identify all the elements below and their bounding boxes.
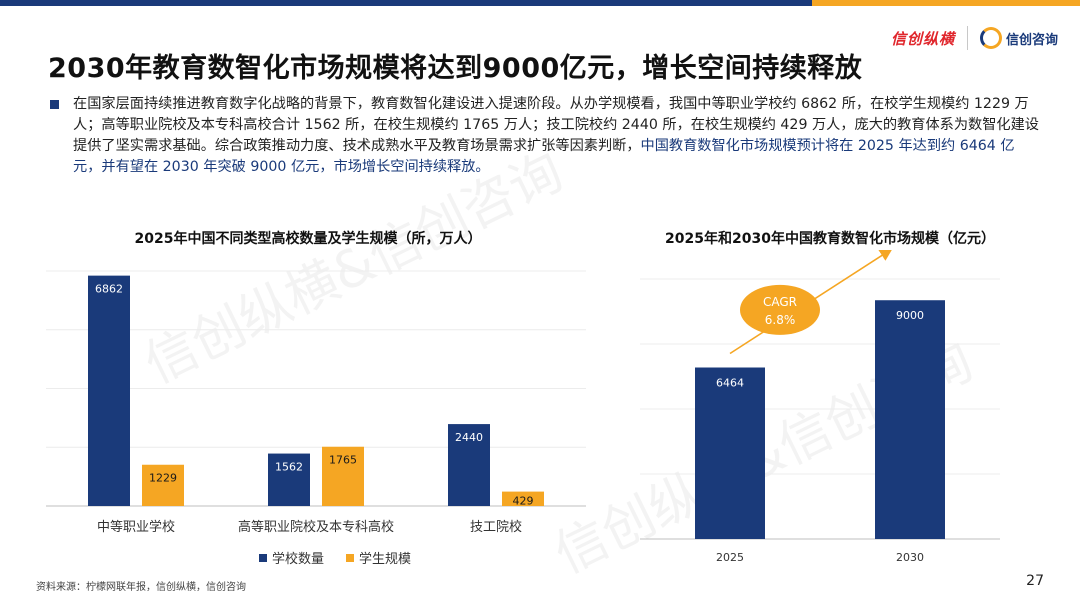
- top-accent-bar-navy: [0, 0, 812, 6]
- category-label: 2030: [896, 551, 924, 564]
- legend-label-student-scale: 学生规模: [359, 552, 412, 567]
- legend-item-student-scale: 学生规模: [346, 548, 411, 567]
- legend-swatch-orange: [346, 553, 355, 562]
- bar: [268, 453, 310, 506]
- page-number: 27: [1026, 573, 1044, 589]
- data-label: 429: [513, 495, 534, 508]
- logo-group: 信创纵横 信创咨询: [891, 26, 1058, 50]
- bar: [88, 275, 130, 506]
- intro-text: 在国家层面持续推进教育数字化战略的背景下，教育数智化建设进入提速阶段。从办学规模…: [73, 94, 1040, 178]
- page-title: 2030年教育数智化市场规模将达到9000亿元，增长空间持续释放: [48, 53, 863, 84]
- chart1-school-student-bar-chart: 6862 1229 中等职业学校 1562 1765 高等职业院校及本专科高校 2440 42…: [46, 270, 586, 535]
- bar: [875, 300, 945, 539]
- cagr-label: CAGR: [763, 295, 797, 309]
- category-label: 中等职业学校: [97, 519, 175, 535]
- category-label: 2025: [716, 551, 744, 564]
- data-label: 9000: [896, 309, 924, 322]
- data-label: 2440: [455, 431, 483, 444]
- intro-paragraph: 在国家层面持续推进教育数字化战略的背景下，教育数智化建设进入提速阶段。从办学规模…: [50, 94, 1040, 178]
- chart1-title: 2025年中国不同类型高校数量及学生规模（所，万人）: [134, 231, 482, 247]
- logo-divider: [966, 26, 968, 50]
- logo-xinchuang-zixun: 信创咨询: [979, 27, 1058, 49]
- logo-xinchuang-zongheng: 信创纵横: [890, 29, 955, 48]
- intro-text-highlight: 中国教育数智化市场规模预计将在 2025 年达到约 6464 亿元，并有望在 2…: [73, 138, 1015, 175]
- top-accent-bar-orange: [812, 0, 1080, 6]
- cagr-badge: [740, 284, 820, 335]
- bar: [322, 446, 364, 506]
- data-label: 6464: [716, 377, 744, 390]
- chart2-market-size-bar-chart: 6464 2025 9000 2030 CAGR 6.8%: [640, 250, 1000, 564]
- category-label: 高等职业院校及本专科高校: [238, 519, 394, 535]
- logo-xinchuang-zixun-text: 信创咨询: [1005, 32, 1058, 48]
- bar: [448, 424, 490, 506]
- chart2-title: 2025年和2030年中国教育数智化市场规模（亿元）: [665, 231, 995, 247]
- data-label: 1229: [149, 472, 177, 485]
- bullet-square-icon: [50, 100, 59, 109]
- source-note: 资料来源：柠檬网联年报，信创纵横，信创咨询: [36, 582, 246, 593]
- bar: [695, 367, 765, 539]
- bar: [502, 491, 544, 506]
- intro-text-main: 在国家层面持续推进教育数字化战略的背景下，教育数智化建设进入提速阶段。从办学规模…: [73, 96, 1039, 154]
- data-label: 6862: [95, 283, 123, 296]
- category-label: 技工院校: [470, 519, 522, 535]
- data-label: 1562: [275, 461, 303, 474]
- legend-label-school-count: 学校数量: [272, 552, 325, 567]
- legend-item-school-count: 学校数量: [259, 548, 324, 567]
- cagr-value: 6.8%: [765, 313, 796, 327]
- chart1-legend: 学校数量 学生规模: [259, 548, 411, 567]
- logo-ring-icon: [979, 27, 1002, 49]
- data-label: 1765: [329, 454, 357, 467]
- legend-swatch-navy: [259, 553, 267, 562]
- bar: [142, 464, 184, 506]
